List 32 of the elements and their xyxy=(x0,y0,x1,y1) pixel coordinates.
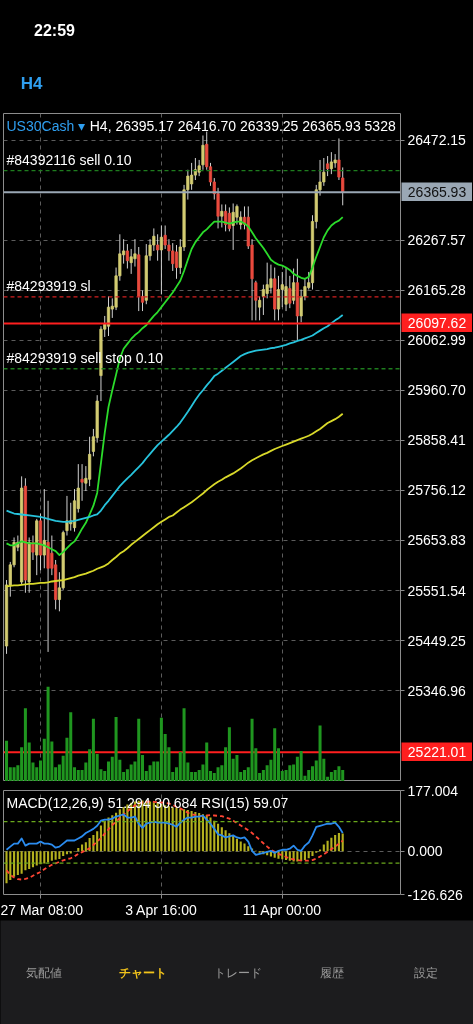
y-tick-label: 25449.25 xyxy=(407,632,467,649)
y-tick-label: 177.004 xyxy=(407,782,459,799)
y-tick-label: 25756.12 xyxy=(407,482,467,499)
text: 設定 xyxy=(413,965,438,980)
y-tick-label: 26165.28 xyxy=(407,282,467,299)
y-tick-label: 25653.83 xyxy=(407,532,467,549)
y-tick-label: 26062.99 xyxy=(407,332,467,349)
ref-line-label: 25221.01 xyxy=(407,744,467,760)
text: 履歴 xyxy=(319,965,344,980)
y-tick-label: -126.626 xyxy=(407,886,463,903)
x-tick-label: 27 Mar 08:00 xyxy=(0,901,84,918)
x-tick-label: 11 Apr 00:00 xyxy=(242,901,322,918)
text: 気配値 xyxy=(25,965,62,980)
text: チャート xyxy=(118,965,167,980)
ref-line-label: 26097.62 xyxy=(407,315,467,331)
y-tick-label: 25858.41 xyxy=(407,432,467,449)
ref-line-label: 26365.93 xyxy=(407,184,467,200)
y-tick-label: 0.000 xyxy=(407,843,443,860)
y-tick-label: 25346.96 xyxy=(407,682,467,699)
text: 22:59 xyxy=(34,22,76,39)
y-tick-label: 25960.70 xyxy=(407,382,467,399)
text: H4 xyxy=(20,74,43,93)
ref-line-label: #84392116 sell 0.10 xyxy=(6,151,132,168)
y-tick-label: 26267.57 xyxy=(407,232,467,249)
y-tick-label: 25551.54 xyxy=(407,582,467,599)
chart-subtitle: H4, 26395.17 26416.70 26339.25 26365.93 5328 xyxy=(89,117,396,134)
chart-title: MACD(12,26,9) 51.294 30.684 RSI(15) 59.07 xyxy=(6,794,289,811)
chart-title: US30Cash ▾ xyxy=(6,117,86,134)
ref-line-label: #84293919 sl xyxy=(6,277,91,294)
y-tick-label: 26472.15 xyxy=(407,132,467,149)
text: トレード xyxy=(213,965,262,980)
x-tick-label: 3 Apr 16:00 xyxy=(125,901,198,918)
